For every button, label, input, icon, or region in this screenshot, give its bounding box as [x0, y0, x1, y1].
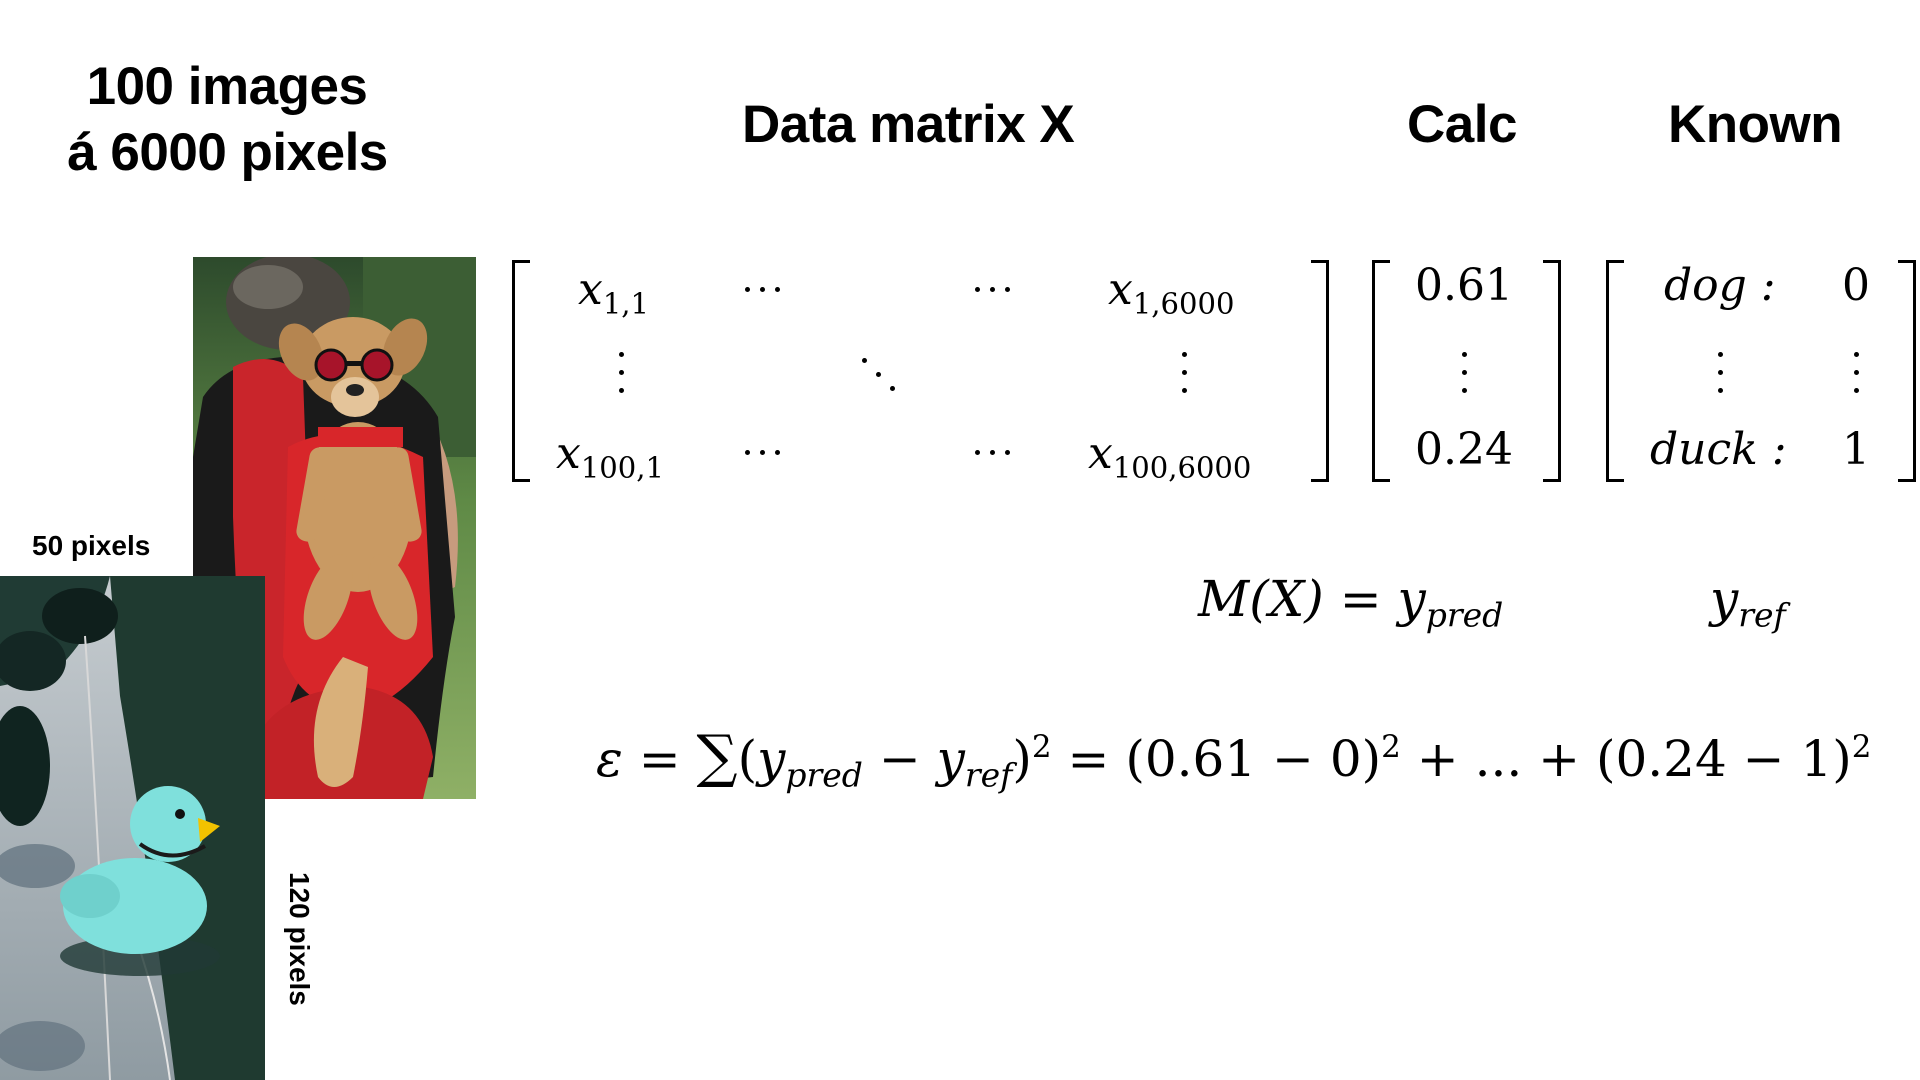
matrix-x-entry-1-6000: x1,6000 — [1108, 264, 1235, 321]
title-line-1: 100 images — [86, 57, 368, 116]
image-width-label: 50 pixels — [32, 530, 151, 561]
data-matrix-header: Data matrix X — [742, 95, 1075, 154]
calc-last-value: 0.24 — [1415, 424, 1513, 475]
image-height-label: 120 pixels — [284, 872, 315, 1006]
matrix-x-right-bracket — [1311, 260, 1329, 482]
known-last-value: 1 — [1842, 424, 1870, 475]
known-left-bracket — [1606, 260, 1624, 482]
dog-photo — [193, 257, 476, 799]
duck-photo — [0, 576, 265, 1080]
known-header: Known — [1668, 95, 1843, 154]
error-equation: ε = ∑(ypred − yref)2 = (0.61 − 0)2 + ...… — [596, 723, 1872, 795]
matrix-x-left-bracket — [512, 260, 530, 482]
known-right-bracket — [1898, 260, 1916, 482]
rubber-duck-icon — [0, 576, 265, 1080]
reference-label: yref — [1710, 570, 1786, 635]
calc-first-value: 0.61 — [1415, 260, 1513, 311]
matrix-x-entry-100-6000: x100,6000 — [1088, 428, 1252, 485]
calc-right-bracket — [1543, 260, 1561, 482]
known-first-label: dog : — [1664, 260, 1776, 311]
model-equation-lhs: M(X) = — [1198, 570, 1398, 628]
known-last-label: duck : — [1650, 424, 1787, 475]
matrix-x-entry-1-1: x1,1 — [578, 264, 649, 321]
calc-header: Calc — [1407, 95, 1517, 154]
matrix-x-entry-100-1: x100,1 — [556, 428, 664, 485]
model-equation: M(X) = ypred — [1198, 570, 1504, 635]
dog-in-backpack-icon — [193, 257, 476, 799]
title-line-2: á 6000 pixels — [67, 123, 388, 182]
calc-left-bracket — [1372, 260, 1390, 482]
known-first-value: 0 — [1842, 260, 1870, 311]
